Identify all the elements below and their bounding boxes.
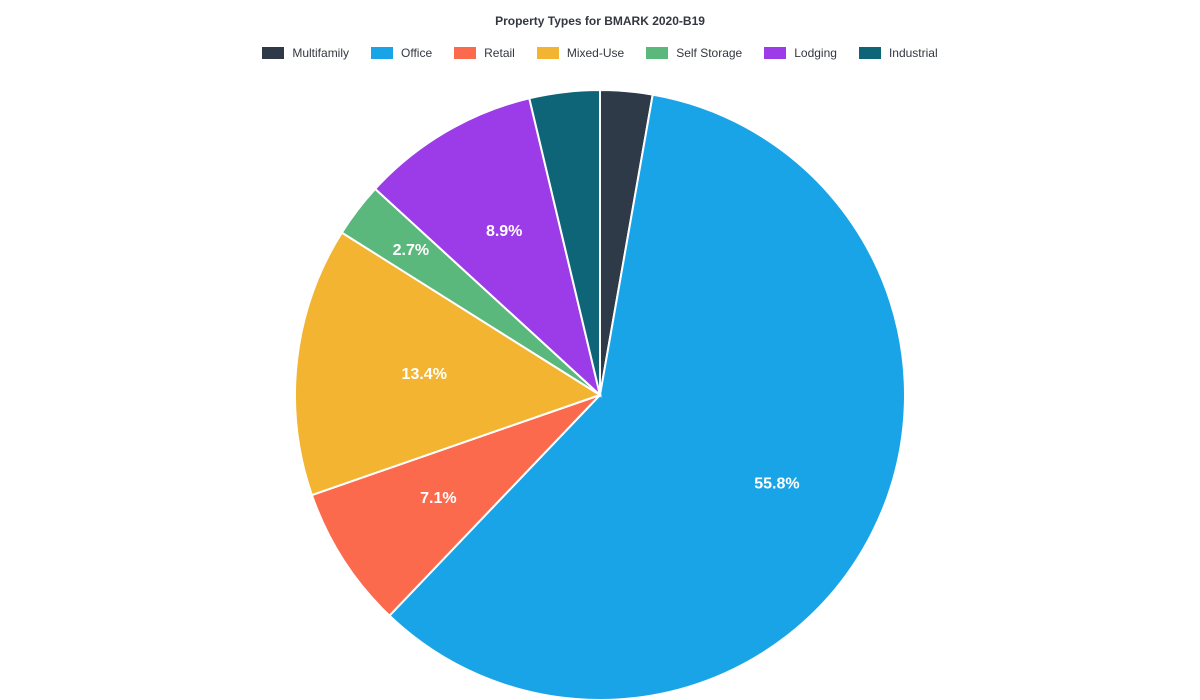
legend-item[interactable]: Lodging (764, 46, 837, 60)
legend-swatch (646, 47, 668, 59)
legend-item[interactable]: Retail (454, 46, 515, 60)
legend-swatch (262, 47, 284, 59)
legend-label: Industrial (889, 46, 938, 60)
slice-label: 13.4% (402, 366, 447, 383)
legend-swatch (537, 47, 559, 59)
legend-item[interactable]: Multifamily (262, 46, 349, 60)
slice-label: 7.1% (420, 490, 456, 507)
legend-swatch (764, 47, 786, 59)
legend-item[interactable]: Industrial (859, 46, 938, 60)
legend-swatch (859, 47, 881, 59)
legend-label: Multifamily (292, 46, 349, 60)
pie-chart: 55.8% 7.1% 13.4% 2.7% 8.9% (0, 70, 1200, 700)
legend-label: Lodging (794, 46, 837, 60)
chart-legend: Multifamily Office Retail Mixed-Use Self Sto… (0, 28, 1200, 60)
chart-title: Property Types for BMARK 2020-B19 (0, 0, 1200, 28)
legend-label: Office (401, 46, 432, 60)
legend-swatch (371, 47, 393, 59)
legend-label: Self Storage (676, 46, 742, 60)
pie-area: 55.8% 7.1% 13.4% 2.7% 8.9% (0, 70, 1200, 700)
legend-item[interactable]: Mixed-Use (537, 46, 624, 60)
slice-label: 8.9% (486, 223, 522, 240)
legend-label: Mixed-Use (567, 46, 624, 60)
slice-label: 55.8% (754, 476, 799, 493)
legend-swatch (454, 47, 476, 59)
legend-item[interactable]: Office (371, 46, 432, 60)
legend-item[interactable]: Self Storage (646, 46, 742, 60)
legend-label: Retail (484, 46, 515, 60)
chart-container: Property Types for BMARK 2020-B19 Multif… (0, 0, 1200, 700)
slice-label: 2.7% (393, 242, 429, 259)
